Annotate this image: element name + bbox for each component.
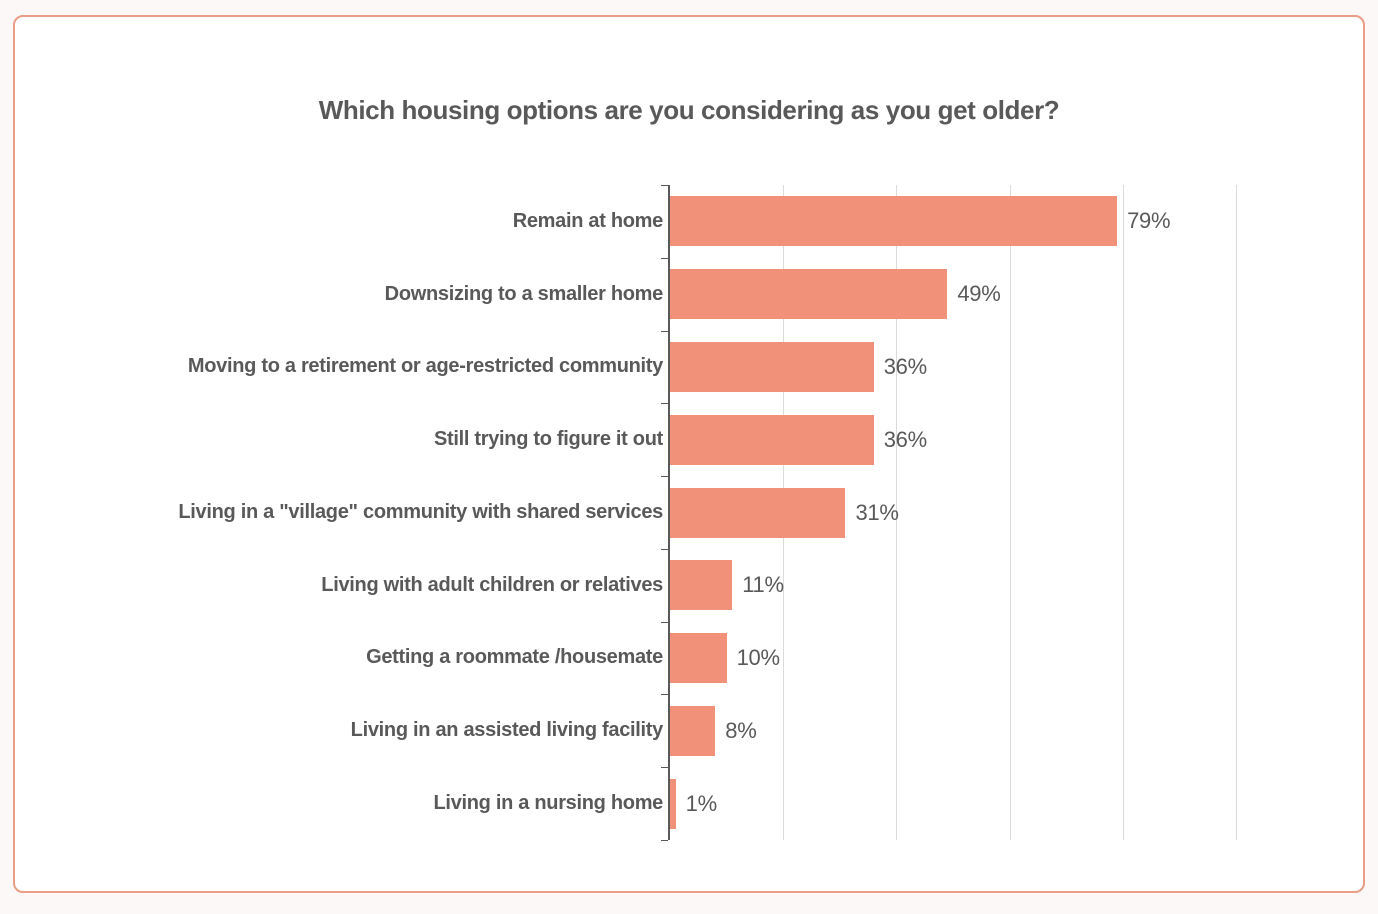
gridline-100pct	[1236, 185, 1237, 840]
category-label: Living in an assisted living facility	[350, 719, 664, 742]
category-axis-labels: Remain at home Downsizing to a smaller ho…	[35, 185, 663, 840]
plot-area: 79% 49% 36% 36% 31% 11% 10% 8% 1%	[661, 185, 1237, 841]
category-label: Downsizing to a smaller home	[384, 282, 664, 305]
value-label: 36%	[883, 353, 927, 379]
bar	[670, 705, 716, 756]
gridline-40pct	[896, 185, 898, 840]
bar	[670, 196, 1118, 247]
y-axis-line	[668, 185, 670, 840]
category-label: Remain at home	[512, 209, 664, 232]
category-label: Living in a nursing home	[433, 792, 664, 814]
value-label: 36%	[883, 426, 927, 452]
bar	[670, 633, 727, 684]
axis-tick	[661, 185, 668, 186]
value-label: 11%	[742, 572, 784, 598]
chart-card: Which housing options are you considerin…	[13, 15, 1365, 893]
category-label: Still trying to figure it out	[433, 428, 663, 451]
axis-tick	[661, 767, 668, 769]
axis-tick	[661, 621, 668, 623]
value-label: 1%	[685, 790, 718, 816]
bar	[670, 560, 733, 611]
axis-tick	[661, 257, 668, 259]
category-label: Living in a "village" community with sha…	[178, 500, 663, 523]
category-label: Getting a roommate /housemate	[366, 646, 663, 669]
value-label: 10%	[736, 645, 780, 671]
axis-tick	[661, 840, 668, 841]
bar	[670, 341, 874, 392]
value-label: 49%	[957, 281, 1001, 307]
axis-tick	[661, 694, 668, 696]
gridline-60pct	[1009, 185, 1011, 840]
axis-tick	[661, 476, 668, 478]
axis-tick	[661, 548, 668, 550]
category-label: Moving to a retirement or age-restricted…	[187, 355, 663, 378]
category-label: Living with adult children or relatives	[321, 573, 663, 596]
bar	[670, 269, 948, 320]
axis-tick	[661, 403, 668, 405]
value-label: 8%	[725, 717, 757, 743]
chart-title: Which housing options are you considerin…	[318, 95, 1060, 125]
value-label: 31%	[855, 499, 899, 525]
bar	[670, 414, 874, 465]
value-label: 79%	[1127, 208, 1171, 234]
gridline-80pct	[1122, 185, 1124, 840]
bar	[670, 487, 846, 538]
axis-tick	[661, 330, 668, 332]
bar	[670, 778, 676, 829]
